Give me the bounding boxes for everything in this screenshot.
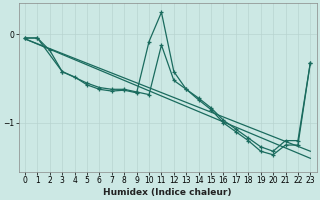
X-axis label: Humidex (Indice chaleur): Humidex (Indice chaleur) [103,188,232,197]
